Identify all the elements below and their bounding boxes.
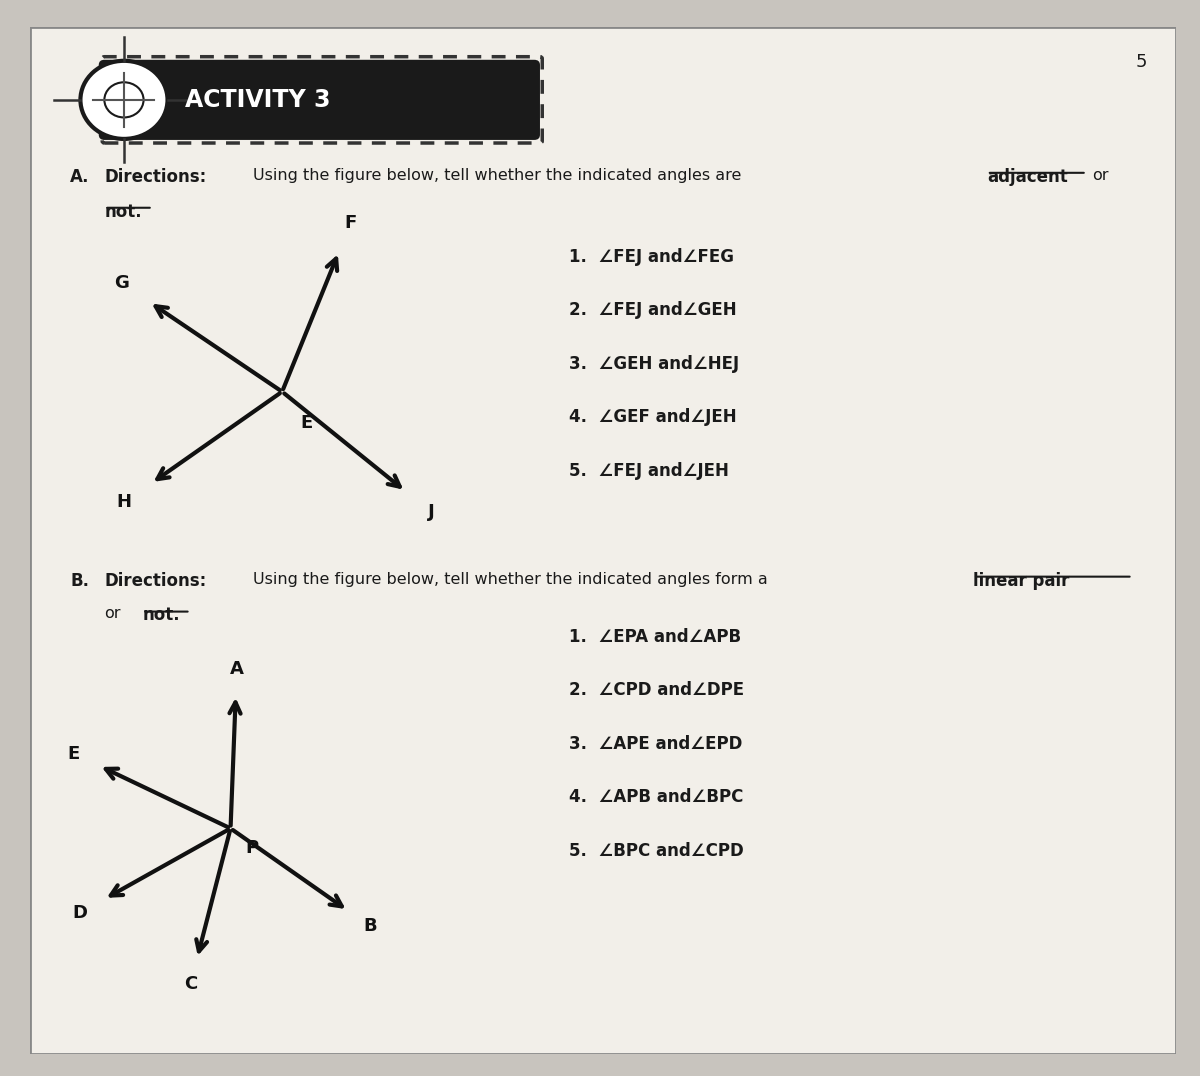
Text: E: E — [300, 414, 313, 433]
Text: 4.  ∠GEF and∠JEH: 4. ∠GEF and∠JEH — [569, 408, 737, 426]
Text: 5.  ∠BPC and∠CPD: 5. ∠BPC and∠CPD — [569, 841, 743, 860]
Text: Directions:: Directions: — [104, 571, 206, 590]
Text: D: D — [72, 904, 88, 922]
Text: P: P — [246, 838, 258, 856]
Text: H: H — [116, 494, 132, 511]
Text: Directions:: Directions: — [104, 168, 206, 186]
Text: adjacent: adjacent — [986, 168, 1068, 186]
Text: 1.  ∠EPA and∠APB: 1. ∠EPA and∠APB — [569, 628, 740, 646]
Text: F: F — [344, 214, 356, 231]
Text: C: C — [184, 975, 197, 992]
Text: linear pair: linear pair — [973, 571, 1069, 590]
Text: or: or — [1092, 168, 1109, 183]
Text: A: A — [230, 661, 244, 678]
Text: B: B — [364, 918, 377, 935]
Text: Using the figure below, tell whether the indicated angles form a: Using the figure below, tell whether the… — [253, 571, 768, 586]
Text: or: or — [104, 607, 121, 622]
Text: 5: 5 — [1136, 53, 1147, 71]
FancyBboxPatch shape — [98, 60, 540, 140]
Text: ACTIVITY 3: ACTIVITY 3 — [185, 88, 330, 112]
Text: 2.  ∠FEJ and∠GEH: 2. ∠FEJ and∠GEH — [569, 301, 737, 320]
Text: B.: B. — [70, 571, 89, 590]
Text: 2.  ∠CPD and∠DPE: 2. ∠CPD and∠DPE — [569, 681, 744, 699]
Text: A.: A. — [70, 168, 90, 186]
Text: Using the figure below, tell whether the indicated angles are: Using the figure below, tell whether the… — [253, 168, 742, 183]
Text: not.: not. — [143, 607, 180, 624]
Text: 3.  ∠APE and∠EPD: 3. ∠APE and∠EPD — [569, 735, 742, 753]
Circle shape — [80, 61, 168, 139]
Text: J: J — [427, 502, 434, 521]
Text: E: E — [67, 745, 80, 763]
Text: G: G — [114, 274, 130, 293]
Text: 5.  ∠FEJ and∠JEH: 5. ∠FEJ and∠JEH — [569, 462, 728, 480]
Text: not.: not. — [104, 202, 142, 221]
Text: 3.  ∠GEH and∠HEJ: 3. ∠GEH and∠HEJ — [569, 355, 739, 372]
FancyBboxPatch shape — [30, 27, 1176, 1054]
Text: 1.  ∠FEJ and∠FEG: 1. ∠FEJ and∠FEG — [569, 247, 733, 266]
Text: 4.  ∠APB and∠BPC: 4. ∠APB and∠BPC — [569, 789, 743, 806]
